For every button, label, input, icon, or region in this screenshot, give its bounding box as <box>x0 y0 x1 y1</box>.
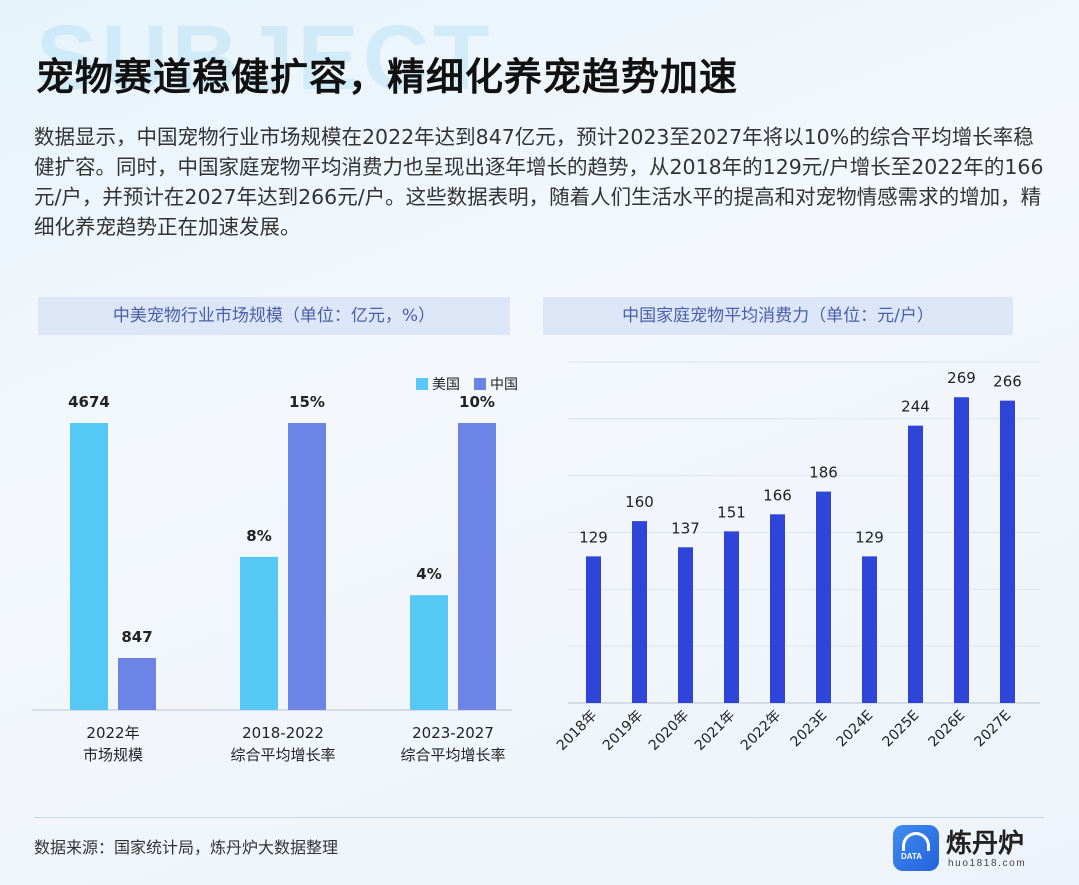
logo-tag: DATA <box>901 852 923 861</box>
bar-2023E <box>816 491 831 703</box>
legend-label: 中国 <box>490 377 518 393</box>
data-label: 160 <box>625 493 654 511</box>
x-tick-label: 2022年 <box>738 708 784 754</box>
x-tick-label: 2024E <box>834 708 877 751</box>
x-tick-label: 2020年 <box>646 708 692 754</box>
x-tick-label: 2027E <box>972 708 1015 751</box>
data-label: 244 <box>901 398 930 416</box>
summary-paragraph: 数据显示，中国宠物行业市场规模在2022年达到847亿元，预计2023至2027… <box>34 125 1044 239</box>
data-label: 4674 <box>68 393 110 411</box>
data-label: 137 <box>671 519 700 537</box>
bar-2025E <box>908 425 923 703</box>
bar-美国-2 <box>410 595 448 710</box>
x-tick-label: 2026E <box>926 708 969 751</box>
right-chart-title: 中国家庭宠物平均消费力（单位：元/户） <box>543 297 1013 335</box>
bar-2021年 <box>724 531 739 703</box>
logo-url: huo1818.com <box>948 858 1027 869</box>
bar-2022年 <box>770 514 785 703</box>
bar-2026E <box>954 397 969 703</box>
data-label: 269 <box>947 369 976 387</box>
legend-label: 美国 <box>432 377 460 393</box>
x-tick-label: 2022年 <box>86 724 139 742</box>
x-tick-label: 2018-2022 <box>242 724 324 742</box>
x-tick-label: 2021年 <box>692 708 738 754</box>
bar-2019年 <box>632 521 647 703</box>
bar-中国-1 <box>288 423 326 710</box>
data-label: 10% <box>459 393 495 411</box>
data-label: 166 <box>763 486 792 504</box>
data-source: 数据来源：国家统计局，炼丹炉大数据整理 <box>34 838 339 857</box>
data-label: 4% <box>416 565 441 583</box>
bar-美国-1 <box>240 556 278 710</box>
bar-美国-0 <box>70 423 108 710</box>
data-label: 15% <box>289 393 325 411</box>
footer-divider <box>34 817 1044 818</box>
x-tick-label: 2023E <box>788 708 831 751</box>
x-tick-label: 市场规模 <box>83 746 143 764</box>
bar-中国-2 <box>458 423 496 710</box>
x-tick-label: 2018年 <box>554 708 600 754</box>
bar-2024E <box>862 556 877 703</box>
page-title: 宠物赛道稳健扩容，精细化养宠趋势加速 <box>36 55 739 99</box>
x-tick-label: 综合平均增长率 <box>230 746 335 764</box>
data-label: 847 <box>121 628 152 646</box>
legend-swatch-美国 <box>416 378 428 390</box>
watermark: SUBJECT <box>36 7 494 109</box>
bar-2018年 <box>586 556 601 703</box>
x-tick-label: 2023-2027 <box>412 724 494 742</box>
data-label: 129 <box>855 528 884 546</box>
data-label: 266 <box>993 373 1022 391</box>
logo-icon: DATA <box>893 825 939 871</box>
bar-中国-0 <box>118 657 156 710</box>
data-label: 129 <box>579 528 608 546</box>
x-tick-label: 综合平均增长率 <box>400 746 505 764</box>
x-tick-label: 2025E <box>880 708 923 751</box>
logo-name: 炼丹炉 <box>946 829 1025 859</box>
data-label: 186 <box>809 464 838 482</box>
bar-2020年 <box>678 547 693 703</box>
x-tick-label: 2019年 <box>600 708 646 754</box>
data-label: 151 <box>717 503 746 521</box>
data-label: 8% <box>246 527 271 545</box>
bar-2027E <box>1000 400 1015 703</box>
left-chart-title: 中美宠物行业市场规模（单位：亿元，%） <box>38 297 510 335</box>
legend-swatch-中国 <box>474 378 486 390</box>
